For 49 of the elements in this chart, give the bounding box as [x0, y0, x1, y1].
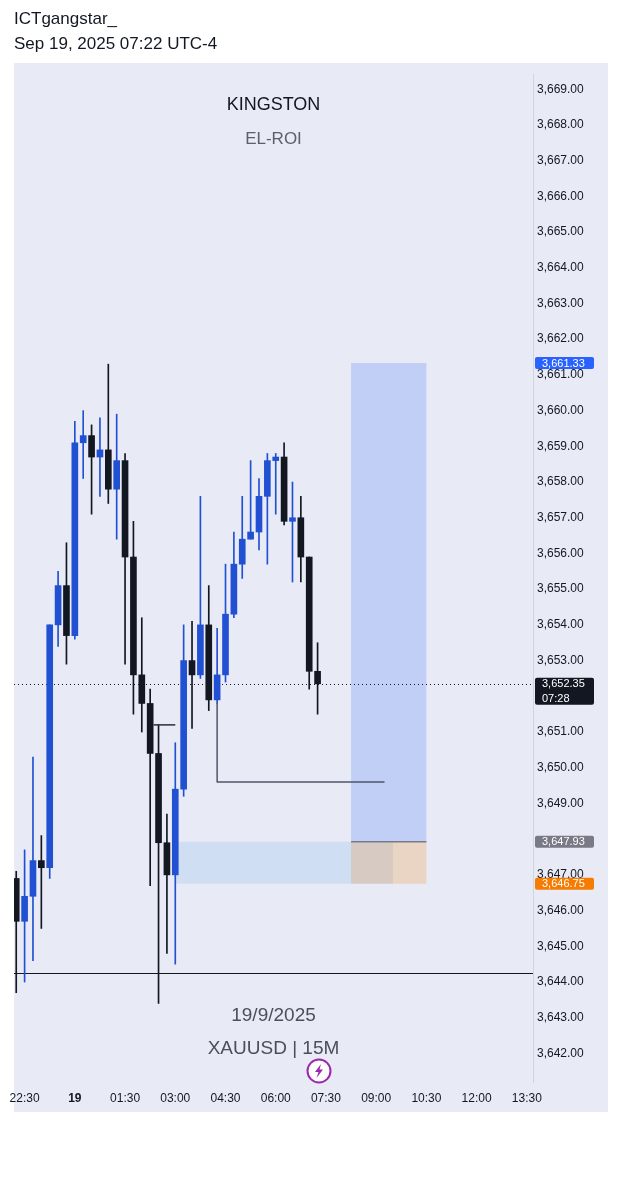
x-tick-label: 04:30 [210, 1090, 241, 1105]
y-tick-label: 3,664.00 [537, 260, 585, 275]
y-tick-label: 3,668.00 [537, 117, 585, 132]
text: Sep 19, 2025 07:22 UTC-4 [14, 33, 218, 55]
y-tick-label: 3,656.00 [537, 545, 585, 560]
x-tick-label: 22:30 [9, 1090, 40, 1105]
x-tick-label: 19 [68, 1090, 82, 1105]
x-tick-label: 06:00 [260, 1090, 292, 1105]
x-tick-label: 13:30 [511, 1090, 543, 1105]
text: ICTgangstar_ [14, 8, 118, 30]
y-tick-label: 3,660.00 [537, 402, 585, 417]
text: KINGSTON [226, 94, 321, 115]
y-tick-label: 3,655.00 [537, 581, 585, 596]
x-tick-label: 12:00 [461, 1090, 492, 1105]
y-tick-label: 3,654.00 [537, 617, 585, 632]
annotation: XAUUSD | 15M [207, 1037, 340, 1059]
y-tick-label: 3,665.00 [537, 224, 585, 239]
y-tick-label: 3,663.00 [537, 295, 585, 310]
y-tick-label: 3,661.00 [537, 367, 585, 382]
text: EL-ROI [245, 128, 302, 148]
x-tick-label: 07:30 [310, 1090, 342, 1105]
candlestick [113, 413, 121, 540]
x-tick-label: 09:00 [361, 1090, 392, 1105]
y-tick-label: 3,643.00 [537, 1010, 585, 1025]
y-tick-label: 3,669.00 [537, 81, 585, 96]
text: 3,647.93 [542, 835, 585, 848]
ref-line-label: 3,652.35 07:28 [542, 677, 585, 705]
y-tick-label: 3,651.00 [537, 724, 585, 739]
y-tick-label: 3,642.00 [537, 1045, 585, 1060]
candlestick [163, 813, 171, 954]
candlestick [79, 410, 87, 479]
y-tick-label: 3,653.00 [537, 652, 585, 667]
x-tick-label: 10:30 [411, 1090, 442, 1105]
y-tick-label: 3,659.00 [537, 438, 585, 453]
y-tick-label: 3,646.00 [537, 902, 585, 917]
y-tick-label: 3,657.00 [537, 510, 585, 525]
y-tick-label: 3,666.00 [537, 188, 585, 203]
y-tick-label: 3,667.00 [537, 152, 585, 167]
y-tick-label: 3,662.00 [537, 331, 585, 346]
x-tick-label: 03:00 [160, 1090, 191, 1105]
candlestick [29, 756, 37, 961]
y-tick-label: 3,658.00 [537, 474, 585, 489]
y-tick-label: 3,650.00 [537, 760, 585, 775]
y-tick-label: 3,645.00 [537, 938, 585, 953]
y-tick-label: 3,649.00 [537, 795, 585, 810]
y-tick-label: 3,644.00 [537, 974, 585, 989]
text: 3,661.33 [542, 356, 585, 369]
annotation: 19/9/2025 [231, 1004, 316, 1026]
x-tick-label: 01:30 [110, 1090, 141, 1105]
